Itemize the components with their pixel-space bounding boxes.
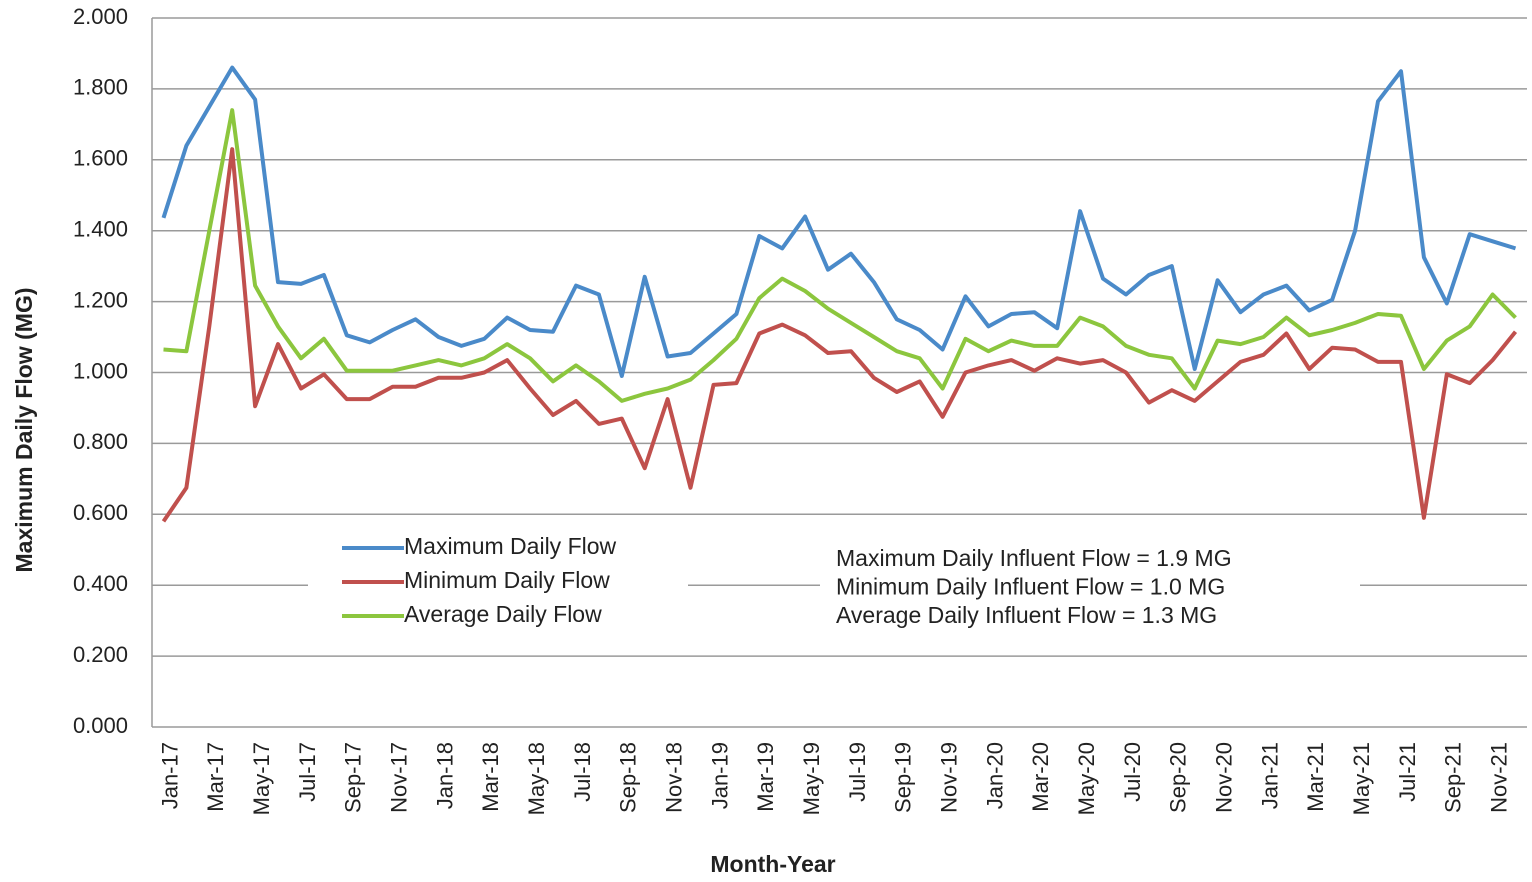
x-tick-label: Mar-19 [753,742,778,812]
x-tick-label: Mar-21 [1303,742,1328,812]
x-tick-label: Nov-18 [661,742,686,813]
x-tick-label: Jul-19 [845,742,870,802]
y-tick-label: 1.800 [73,75,128,100]
x-tick-label: Mar-20 [1028,742,1053,812]
x-tick-label: Jan-19 [707,742,732,809]
x-tick-label: Mar-17 [203,742,228,812]
annotation: Maximum Daily Influent Flow = 1.9 MG [836,545,1232,571]
x-tick-label: May-20 [1074,742,1099,815]
x-tick-label: Sep-21 [1441,742,1466,813]
y-tick-label: 0.200 [73,642,128,667]
x-tick-label: Jan-18 [432,742,457,809]
annotation: Average Daily Influent Flow = 1.3 MG [836,602,1217,628]
y-tick-label: 2.000 [73,4,128,29]
x-tick-label: Jul-18 [570,742,595,802]
series-line [161,65,1517,378]
x-tick-label: Sep-17 [341,742,366,813]
x-tick-label: Jul-21 [1395,742,1420,802]
x-tick-label: Nov-20 [1211,742,1236,813]
x-tick-label: May-17 [249,742,274,815]
x-tick-label: May-21 [1349,742,1374,815]
x-tick-label: Nov-17 [386,742,411,813]
y-tick-label: 1.400 [73,217,128,242]
x-tick-label: Sep-18 [616,742,641,813]
y-tick-label: 1.200 [73,287,128,312]
y-tick-label: 0.400 [73,571,128,596]
y-tick-label: 0.000 [73,713,128,738]
y-axis-title: Maximum Daily Flow (MG) [11,288,37,573]
x-tick-label: May-18 [524,742,549,815]
legend-label: Minimum Daily Flow [404,567,610,593]
y-tick-label: 1.000 [73,358,128,383]
x-tick-label: Jan-21 [1257,742,1282,809]
y-tick-label: 0.800 [73,429,128,454]
x-tick-label: Mar-18 [478,742,503,812]
y-tick-label: 0.600 [73,500,128,525]
legend-label: Average Daily Flow [404,601,602,627]
x-tick-label: Jul-17 [295,742,320,802]
x-tick-label: May-19 [799,742,824,815]
x-tick-label: Jul-20 [1120,742,1145,802]
annotation-box [820,542,1360,634]
y-tick-label: 1.600 [73,146,128,171]
x-tick-label: Jan-20 [982,742,1007,809]
series-line [163,108,1517,403]
legend-label: Maximum Daily Flow [404,533,617,559]
x-tick-label: Sep-20 [1166,742,1191,813]
x-tick-label: Nov-19 [936,742,961,813]
x-axis-title: Month-Year [710,851,835,877]
x-tick-label: Jan-17 [157,742,182,809]
series-line [161,147,1518,523]
x-tick-label: Sep-19 [891,742,916,813]
x-tick-label: Nov-21 [1486,742,1511,813]
annotation: Minimum Daily Influent Flow = 1.0 MG [836,574,1225,600]
